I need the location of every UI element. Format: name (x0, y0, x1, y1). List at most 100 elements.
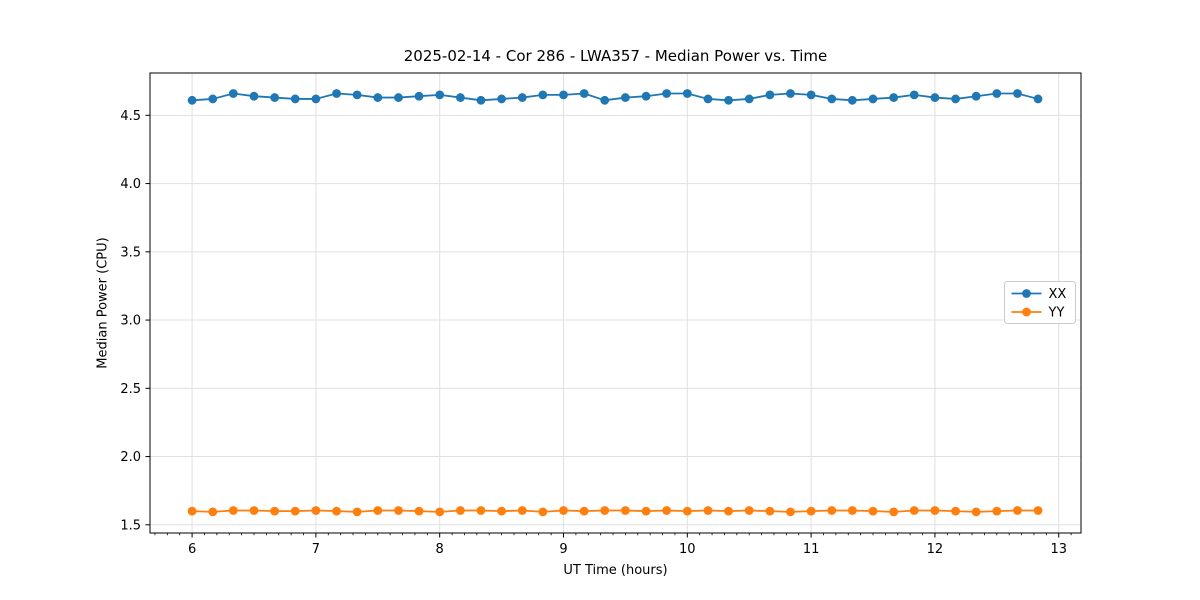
series-YY-marker (414, 506, 424, 516)
series-XX-marker (1013, 89, 1022, 98)
series-XX-marker (724, 95, 733, 105)
series-YY-marker (579, 506, 589, 516)
series-YY-marker (765, 506, 775, 516)
series-YY-marker (228, 506, 238, 515)
series-YY-marker (703, 506, 713, 515)
series-XX-marker (435, 90, 445, 100)
series-XX-marker (889, 93, 899, 102)
x-tick-label: 13 (1050, 542, 1067, 557)
series-YY-marker (889, 507, 899, 517)
series-YY-marker (806, 506, 816, 516)
y-tick-label: 2.0 (120, 450, 141, 465)
series-XX-marker (662, 89, 672, 98)
series-YY-marker (786, 507, 795, 517)
x-tick-label: 6 (188, 542, 196, 557)
series-XX-marker (208, 94, 218, 104)
series-XX-marker (517, 93, 527, 102)
series-YY-marker (971, 507, 981, 517)
series-XX-marker (228, 89, 238, 98)
series-XX-marker (476, 95, 486, 105)
series-YY-marker (600, 506, 610, 515)
series-YY-marker (497, 506, 507, 516)
series-XX-marker (621, 93, 630, 102)
series-YY-marker (930, 506, 940, 515)
series-YY-marker (744, 506, 754, 515)
y-tick-label: 2.5 (120, 382, 141, 397)
series-YY-marker (290, 506, 300, 516)
series-XX-marker (290, 94, 300, 104)
series-XX-marker (559, 90, 568, 100)
series-YY-marker (476, 506, 486, 515)
series-YY-marker (827, 506, 837, 515)
series-YY-marker (621, 506, 630, 515)
series-XX-marker (497, 94, 507, 104)
x-tick-label: 11 (803, 542, 820, 557)
series-XX-marker (744, 94, 754, 104)
series-YY-marker (951, 506, 960, 516)
x-tick-label: 8 (436, 542, 444, 557)
series-XX-marker (682, 89, 692, 98)
legend-XX-label: XX (1049, 287, 1067, 302)
series-YY-marker (517, 506, 527, 515)
series-YY-marker (1013, 506, 1022, 515)
plot-border (149, 72, 1082, 534)
series-XX-marker (786, 89, 795, 98)
series-XX-marker (538, 90, 548, 100)
series-YY-marker (394, 506, 403, 515)
series-YY-marker (662, 506, 672, 515)
series-YY-marker (559, 506, 568, 515)
y-tick-label: 4.5 (120, 109, 141, 124)
series-XX-marker (1033, 94, 1043, 104)
series-XX-marker (641, 91, 651, 101)
series-XX-marker (579, 89, 589, 98)
series-XX-marker (703, 94, 713, 104)
series-YY-marker (682, 506, 692, 516)
series-YY-marker (455, 506, 465, 515)
series-YY-marker (641, 506, 651, 516)
series-XX-marker (249, 91, 259, 101)
series-XX-marker (311, 94, 321, 104)
x-tick-label: 9 (559, 542, 567, 557)
series-XX-marker (930, 93, 940, 102)
legend-XX-marker (1022, 289, 1031, 298)
series-XX-marker (765, 90, 775, 100)
series-XX-marker (909, 90, 919, 100)
series-XX-marker (414, 91, 424, 101)
y-axis-label: Median Power (CPU) (95, 237, 111, 369)
series-XX-marker (847, 95, 857, 105)
chart-title: 2025-02-14 - Cor 286 - LWA357 - Median P… (403, 47, 828, 65)
series-XX-marker (187, 95, 197, 105)
series-XX-marker (455, 93, 465, 102)
series-YY-marker (352, 507, 362, 517)
series-XX-marker (332, 89, 341, 98)
series-YY-marker (208, 507, 218, 517)
series-XX-marker (971, 91, 981, 101)
series-XX-marker (270, 93, 280, 102)
series-YY-marker (992, 506, 1002, 516)
y-tick-label: 3.0 (120, 314, 141, 329)
series-YY-marker (270, 506, 280, 516)
x-tick-label: 10 (679, 542, 696, 557)
y-tick-label: 4.0 (120, 177, 141, 192)
series-YY-marker (187, 506, 197, 516)
series-YY-marker (724, 506, 733, 516)
series-YY-marker (249, 506, 259, 515)
series-YY-marker (1033, 506, 1043, 515)
series-YY-marker (332, 506, 341, 516)
series-XX-marker (992, 89, 1002, 98)
series-YY-marker (847, 506, 857, 515)
series-XX-marker (806, 90, 816, 100)
series-XX-marker (600, 95, 610, 105)
legend-YY-marker (1022, 307, 1031, 317)
series-XX-marker (394, 93, 403, 102)
series-XX-marker (951, 94, 960, 104)
series-YY-marker (538, 507, 548, 517)
legend-YY-label: YY (1048, 306, 1065, 321)
y-tick-label: 1.5 (120, 518, 141, 533)
series-XX-marker (373, 93, 383, 102)
x-axis-label: UT Time (hours) (563, 563, 668, 578)
series-YY-marker (868, 506, 878, 516)
y-tick-label: 3.5 (120, 245, 141, 260)
